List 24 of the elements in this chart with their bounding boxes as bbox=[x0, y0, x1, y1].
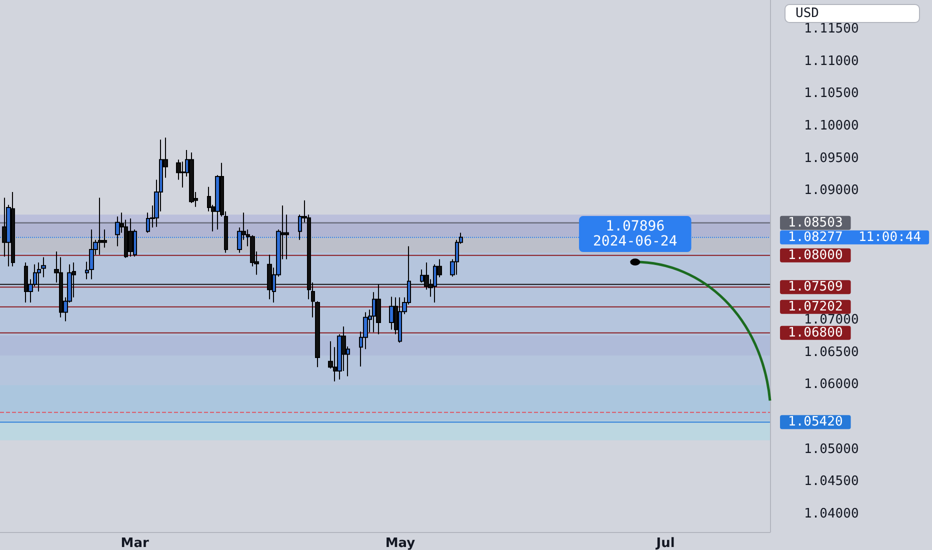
y-tick-label: 1.06000 bbox=[804, 377, 859, 392]
text: USD bbox=[796, 6, 820, 21]
ref-line-label: 1.07202 bbox=[788, 299, 843, 314]
ref-line-label: 1.07509 bbox=[788, 280, 843, 295]
x-tick-label: Mar bbox=[120, 536, 150, 550]
y-tick-label: 1.10000 bbox=[804, 118, 859, 134]
ref-line-label: 1.08000 bbox=[788, 248, 843, 263]
y-tick-label: 1.10500 bbox=[804, 86, 859, 102]
ref-line-label: 1.08503 bbox=[788, 215, 843, 230]
y-tick-label: 1.04500 bbox=[804, 474, 859, 490]
y-tick-label: 1.11000 bbox=[804, 54, 859, 69]
y-tick-label: 1.05000 bbox=[804, 442, 859, 457]
y-tick-label: 1.06500 bbox=[804, 344, 859, 360]
ref-line-label: 1.06800 bbox=[788, 325, 843, 340]
ref-line-label: 1.05420 bbox=[788, 414, 843, 430]
y-tick-label: 1.09500 bbox=[804, 150, 859, 166]
x-tick-label: May bbox=[385, 536, 416, 550]
x-tick-label: Jul bbox=[655, 536, 675, 550]
y-tick-label: 1.09000 bbox=[804, 183, 859, 198]
y-tick-label: 1.07000 bbox=[804, 312, 859, 328]
y-tick-label: 1.11500 bbox=[804, 22, 859, 37]
y-tick-label: 1.04000 bbox=[804, 506, 859, 522]
annotation: 1.07896 2024-06-24 bbox=[592, 218, 678, 250]
ref-line-label: 1.08277 11:00:44 bbox=[788, 230, 922, 245]
